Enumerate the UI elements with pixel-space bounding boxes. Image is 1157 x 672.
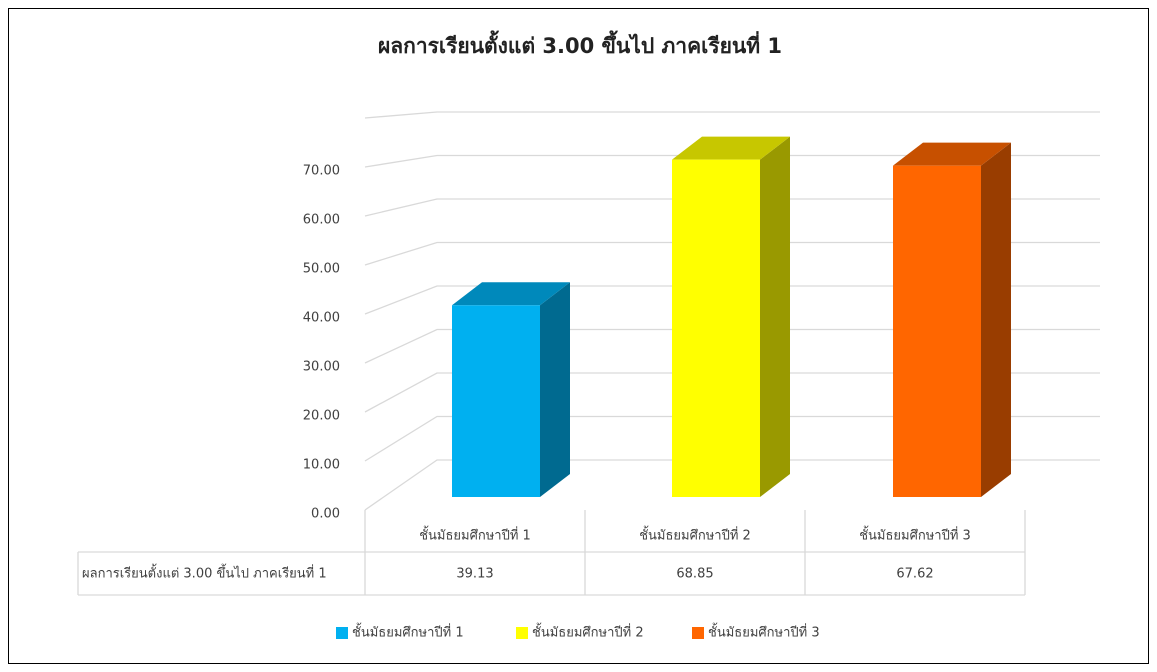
legend-swatch	[516, 627, 528, 639]
y-tick-label: 0.00	[311, 507, 340, 522]
bar-top	[672, 136, 790, 160]
grid-line	[364, 459, 1100, 511]
bar-top	[893, 142, 1011, 166]
x-tick-label: ชั้นมัธยมศึกษาปีที่ 2	[639, 526, 751, 544]
y-tick-label: 60.00	[303, 213, 340, 228]
table-value: 68.85	[676, 567, 713, 582]
x-tick-label: ชั้นมัธยมศึกษาปีที่ 1	[419, 526, 531, 544]
legend-swatch	[336, 627, 348, 639]
grid-line	[364, 415, 1100, 462]
y-tick-label: 50.00	[303, 262, 340, 277]
y-tick-label: 20.00	[303, 409, 340, 424]
legend-label: ชั้นมัธยมศึกษาปีที่ 3	[708, 623, 820, 641]
x-tick-label: ชั้นมัธยมศึกษาปีที่ 3	[859, 526, 971, 544]
y-tick-label: 70.00	[303, 164, 340, 179]
chart-title: ผลการเรียนตั้งแต่ 3.00 ขึ้นไป ภาคเรียนที…	[378, 30, 782, 58]
y-tick-label: 10.00	[303, 458, 340, 473]
y-tick-label: 30.00	[303, 360, 340, 375]
bar-top	[452, 282, 570, 306]
bar-side	[981, 142, 1011, 498]
bar	[672, 159, 760, 497]
bar-side	[540, 282, 570, 497]
grid-line	[364, 154, 1100, 168]
y-tick-label: 40.00	[303, 311, 340, 326]
bar-side	[760, 136, 790, 497]
wall-edge	[364, 111, 1100, 119]
grid-line	[364, 372, 1100, 413]
legend-swatch	[692, 627, 704, 639]
grid-line	[364, 241, 1100, 266]
table-row-label: ผลการเรียนตั้งแต่ 3.00 ขึ้นไป ภาคเรียนที…	[82, 564, 327, 582]
legend-label: ชั้นมัธยมศึกษาปีที่ 2	[532, 623, 644, 641]
legend-label: ชั้นมัธยมศึกษาปีที่ 1	[352, 623, 464, 641]
bar	[893, 165, 981, 498]
grid-line	[364, 198, 1100, 217]
grid-line	[364, 285, 1100, 315]
table-value: 67.62	[896, 567, 933, 582]
grid-line	[364, 328, 1100, 364]
table-value: 39.13	[456, 567, 493, 582]
bar	[452, 305, 540, 497]
